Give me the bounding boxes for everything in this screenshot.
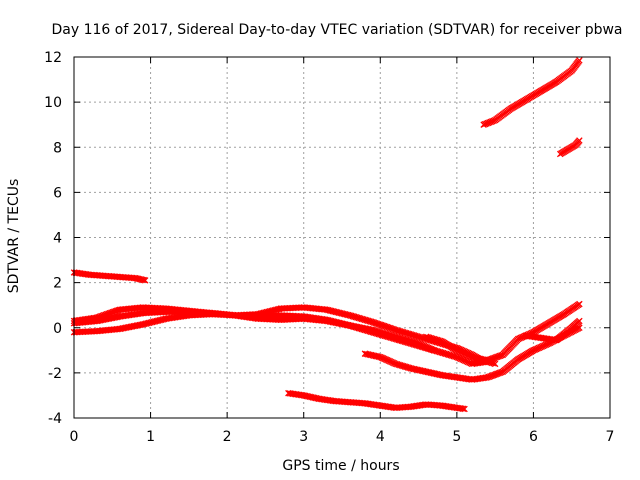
- y-tick-label: 12: [44, 50, 62, 66]
- series-arc-4: [70, 310, 438, 354]
- series-layer: [70, 57, 583, 413]
- y-axis-label: SDTVAR / TECUs: [6, 179, 22, 294]
- x-axis-label: GPS time / hours: [282, 458, 399, 474]
- data-point: [430, 347, 438, 354]
- series-arc-10: [556, 137, 583, 158]
- data-point: [576, 57, 583, 64]
- x-tick-label: 0: [70, 429, 79, 445]
- data-point: [459, 405, 467, 413]
- x-tick-label: 6: [529, 429, 538, 445]
- data-point: [140, 276, 148, 284]
- y-tick-label: 2: [53, 276, 62, 292]
- data-point: [576, 137, 583, 144]
- x-tick-label: 5: [452, 429, 461, 445]
- grid: [73, 56, 611, 419]
- data-point: [576, 300, 583, 308]
- x-tick-label: 1: [146, 429, 155, 445]
- y-tick-label: 10: [44, 95, 62, 111]
- x-tick-label: 4: [376, 429, 385, 445]
- y-tick-label: -4: [48, 411, 62, 427]
- series-arc-9: [480, 57, 583, 128]
- y-tick-label: -2: [48, 366, 62, 382]
- data-point: [576, 317, 583, 325]
- x-tick-label: 3: [299, 429, 308, 445]
- y-tick-label: 0: [53, 321, 62, 337]
- x-tick-label: 2: [223, 429, 232, 445]
- series-arc-7: [522, 317, 583, 344]
- series-arc-8: [285, 389, 468, 413]
- series-arc-5: [422, 300, 583, 364]
- series-arc-1: [70, 269, 149, 284]
- y-tick-label: 4: [53, 231, 62, 247]
- data-point: [461, 405, 468, 413]
- y-tick-label: 8: [53, 140, 62, 156]
- data-point: [141, 277, 149, 284]
- y-tick-label: 6: [53, 185, 62, 201]
- chart-title: Day 116 of 2017, Sidereal Day-to-day VTE…: [51, 22, 622, 38]
- x-tick-label: 7: [606, 429, 615, 445]
